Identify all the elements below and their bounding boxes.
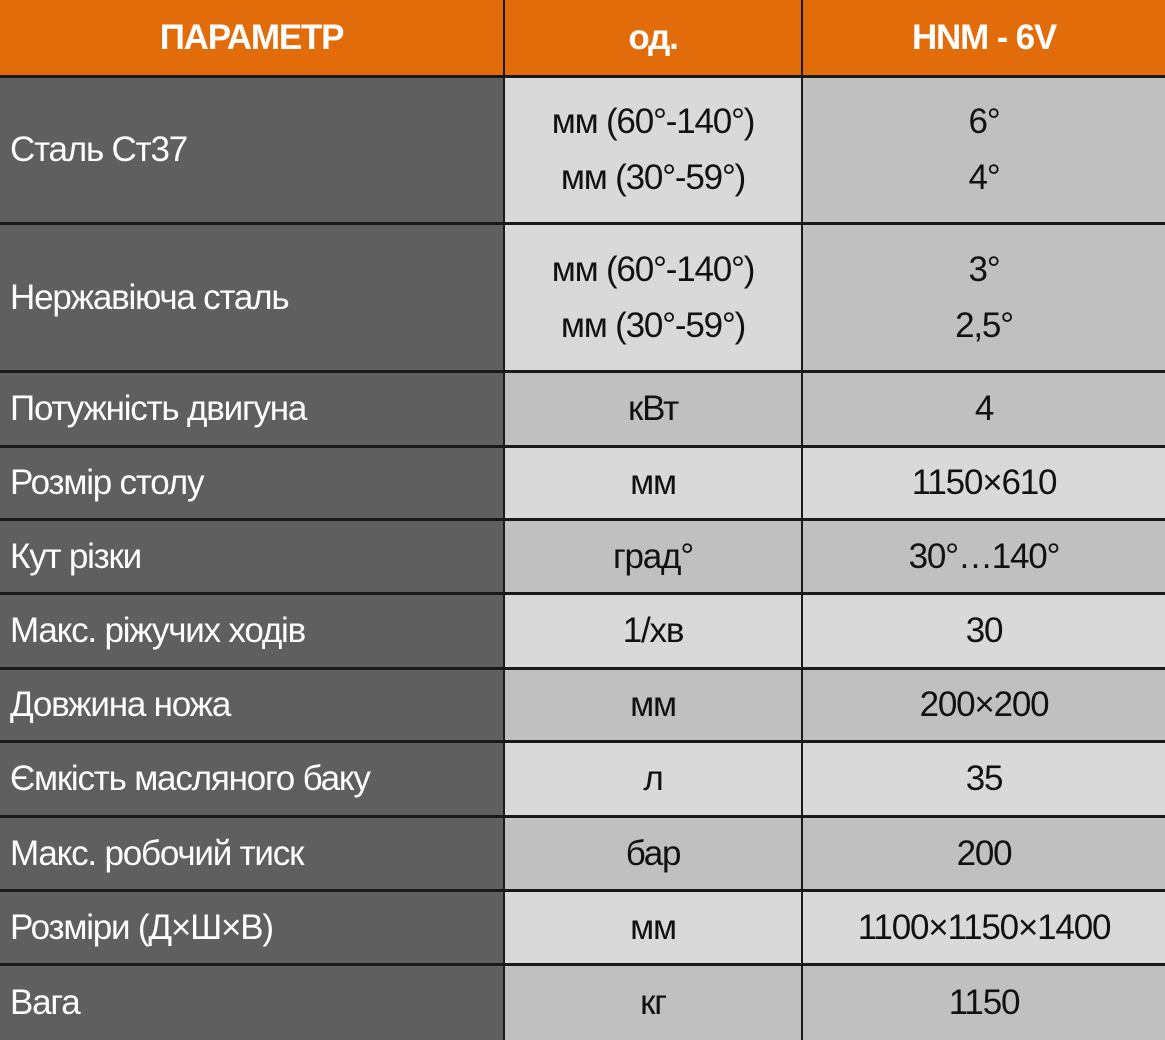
value-cell: 30	[803, 595, 1165, 667]
unit-cell: мм	[505, 448, 801, 518]
value-cell: 200×200	[803, 670, 1165, 740]
value-cell: 30°…140°	[803, 521, 1165, 592]
unit-cell: мм	[505, 892, 801, 963]
unit-cell: бар	[505, 818, 801, 889]
header-cell: HNM - 6V	[803, 0, 1165, 75]
cell-text: 1100×1150×1400	[857, 907, 1112, 947]
unit-cell: мм (60°-140°) мм (30°-59°)	[505, 225, 801, 370]
cell-text: мм (60°-140°)	[551, 249, 756, 289]
cell-text: мм	[630, 685, 677, 724]
cell-text: 1/хв	[622, 611, 685, 650]
cell-text: 1150×610	[911, 463, 1058, 502]
unit-cell: мм (60°-140°) мм (30°-59°)	[505, 78, 801, 222]
param-cell: Розмір столу	[0, 448, 503, 518]
cell-text: 4	[974, 389, 994, 428]
cell-text: Довжина ножа	[10, 685, 231, 724]
cell-text: Макс. робочий тиск	[10, 833, 304, 873]
cell-text: 6°	[968, 102, 1000, 141]
cell-text: 35	[965, 759, 1004, 798]
cell-text: Нержавіюча сталь	[10, 277, 290, 317]
cell-text: кг	[640, 983, 667, 1022]
cell-text: 4°	[968, 158, 1000, 197]
cell-text: Потужність двигуна	[10, 389, 307, 428]
cell-text: 2,5°	[955, 305, 1014, 345]
cell-text: 3°	[968, 249, 1000, 289]
cell-text: 200×200	[919, 685, 1050, 724]
unit-cell: 1/хв	[505, 595, 801, 667]
param-cell: Вага	[0, 966, 503, 1040]
param-cell: Нержавіюча сталь	[0, 225, 503, 370]
value-cell: 1150	[803, 966, 1165, 1040]
value-cell: 3° 2,5°	[803, 225, 1165, 370]
value-cell: 4	[803, 373, 1165, 445]
param-cell: Довжина ножа	[0, 670, 503, 740]
cell-text: 1150	[948, 983, 1021, 1022]
value-cell: 200	[803, 818, 1165, 889]
unit-cell: кВт	[505, 373, 801, 445]
cell-text: Кут різки	[10, 536, 142, 576]
cell-text: Макс. ріжучих ходів	[10, 611, 306, 650]
cell-text: мм (60°-140°)	[551, 102, 756, 141]
cell-text: град°	[612, 536, 694, 576]
cell-text: мм (30°-59°)	[560, 305, 746, 345]
cell-text: Вага	[10, 983, 81, 1022]
cell-text: Сталь Ст37	[10, 130, 188, 169]
value-cell: 6° 4°	[803, 78, 1165, 222]
param-cell: Сталь Ст37	[0, 78, 503, 222]
value-cell: 1100×1150×1400	[803, 892, 1165, 963]
value-cell: 35	[803, 743, 1165, 815]
cell-text: мм	[630, 463, 677, 502]
param-cell: Макс. робочий тиск	[0, 818, 503, 889]
cell-text: Розміри (Д×Ш×В)	[10, 907, 274, 947]
cell-text: од.	[628, 17, 678, 57]
cell-text: ПАРАМЕТР	[159, 17, 345, 57]
cell-text: бар	[625, 833, 682, 873]
unit-cell: мм	[505, 670, 801, 740]
param-cell: Розміри (Д×Ш×В)	[0, 892, 503, 963]
value-cell: 1150×610	[803, 448, 1165, 518]
unit-cell: л	[505, 743, 801, 815]
param-cell: Кут різки	[0, 521, 503, 592]
cell-text: HNM - 6V	[911, 17, 1057, 57]
param-cell: Потужність двигуна	[0, 373, 503, 445]
cell-text: 30	[965, 611, 1004, 650]
cell-text: мм (30°-59°)	[560, 158, 746, 197]
cell-text: 200	[956, 833, 1013, 873]
header-cell: од.	[505, 0, 801, 75]
param-cell: Макс. ріжучих ходів	[0, 595, 503, 667]
unit-cell: град°	[505, 521, 801, 592]
cell-text: мм	[630, 907, 677, 947]
cell-text: 30°…140°	[908, 536, 1061, 576]
cell-text: Розмір столу	[10, 463, 205, 502]
header-cell: ПАРАМЕТР	[0, 0, 503, 75]
cell-text: кВт	[628, 389, 679, 428]
param-cell: Ємкість масляного баку	[0, 743, 503, 815]
cell-text: Ємкість масляного баку	[10, 759, 371, 798]
cell-text: л	[643, 759, 663, 798]
unit-cell: кг	[505, 966, 801, 1040]
